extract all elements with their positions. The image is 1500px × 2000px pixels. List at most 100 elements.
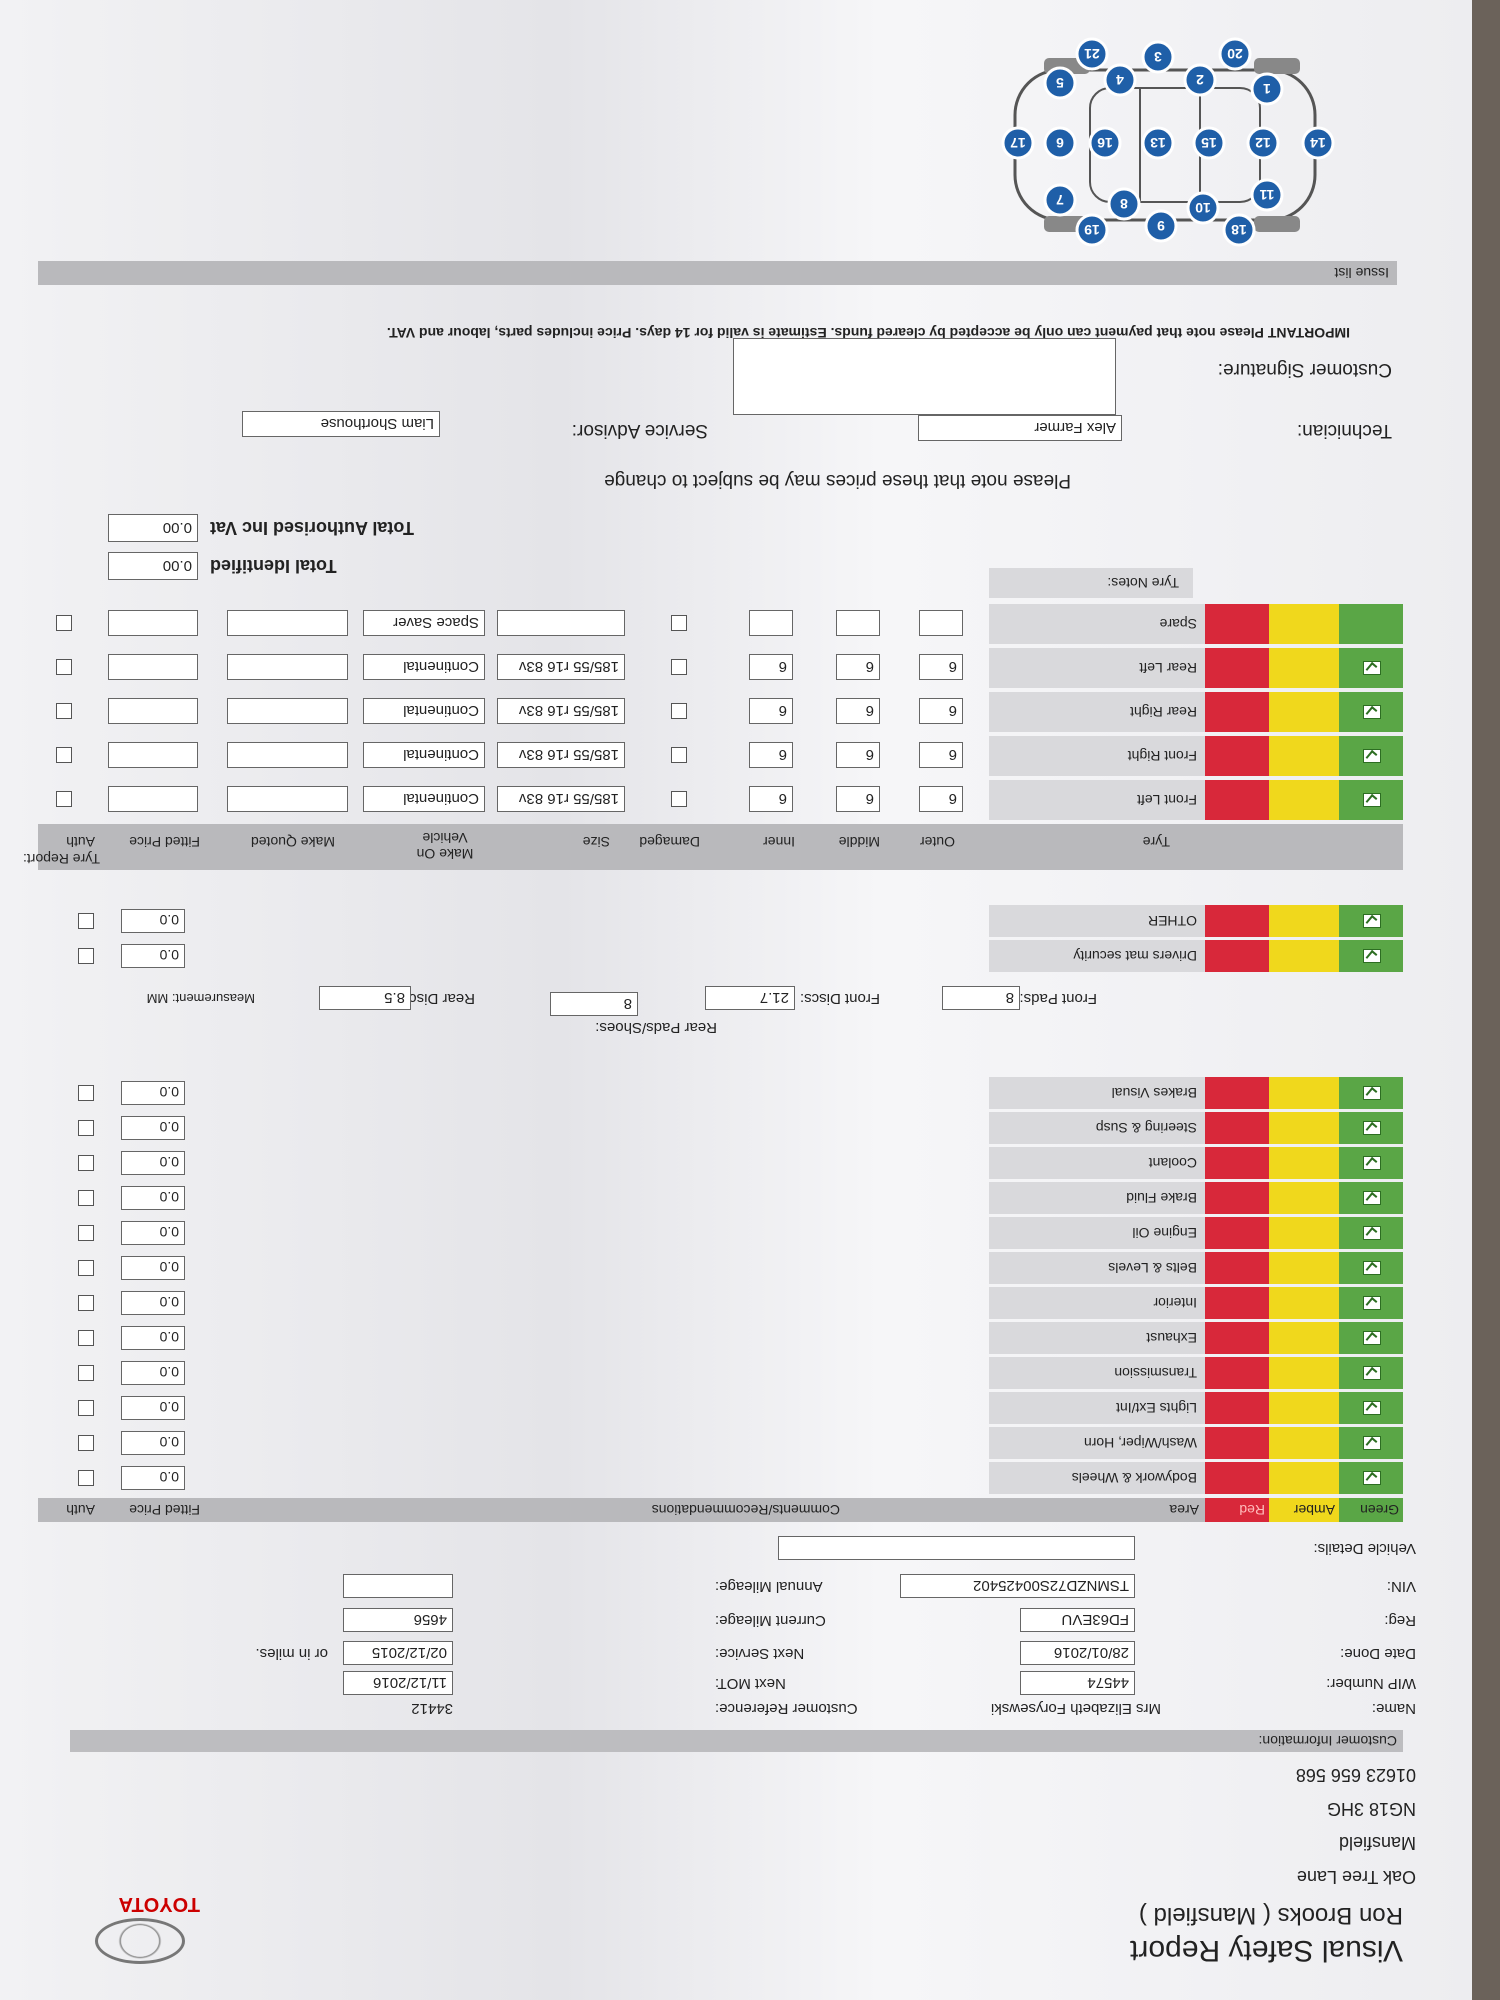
header-auth: Auth bbox=[66, 1502, 95, 1518]
field-label: Customer Reference: bbox=[715, 1700, 858, 1717]
amber-cell bbox=[1269, 1392, 1339, 1424]
issue-list-bar: Issue list bbox=[38, 261, 1397, 285]
green-tick bbox=[1363, 1331, 1381, 1345]
red-cell bbox=[1205, 604, 1269, 644]
header-amber: Amber bbox=[1269, 1498, 1339, 1522]
auth-checkbox bbox=[56, 703, 72, 719]
signature-label: Customer Signature: bbox=[1217, 359, 1392, 380]
amber-cell bbox=[1269, 1357, 1339, 1389]
wheel bbox=[1254, 216, 1300, 232]
tyre-header: Auth bbox=[66, 834, 95, 850]
quoted-box bbox=[227, 742, 348, 768]
point-label: 13 bbox=[1150, 135, 1166, 151]
area-cell: Brakes Visual bbox=[989, 1077, 1205, 1109]
address-line: 01623 656 568 bbox=[1295, 1765, 1416, 1785]
red-cell bbox=[1205, 648, 1269, 688]
make-box: Space Saver bbox=[363, 610, 485, 636]
brake-label: Rear Pads/Shoes: bbox=[595, 1019, 717, 1036]
quoted-box bbox=[227, 698, 348, 724]
green-tick bbox=[1363, 661, 1381, 675]
red-cell bbox=[1205, 1077, 1269, 1109]
total-label: Total Identified bbox=[210, 556, 337, 576]
tyre-cell: Rear Left bbox=[989, 648, 1205, 688]
tyre-notes: Tyre Notes: bbox=[989, 568, 1193, 598]
amber-cell bbox=[1269, 1462, 1339, 1494]
red-cell bbox=[1205, 1462, 1269, 1494]
price-box: 0.0 bbox=[121, 1326, 185, 1350]
brake-box: 8 bbox=[942, 986, 1020, 1010]
field-value: 34412 bbox=[411, 1700, 453, 1717]
point-label: 1 bbox=[1263, 81, 1271, 97]
quoted-box bbox=[227, 786, 348, 812]
staff-label: Technician: bbox=[1296, 420, 1392, 441]
section-bar: Customer Information: bbox=[70, 1730, 1403, 1752]
make-box: Continental bbox=[363, 698, 485, 724]
auth-checkbox bbox=[78, 1190, 94, 1206]
amber-cell bbox=[1269, 1217, 1339, 1249]
point-label: 19 bbox=[1084, 222, 1100, 238]
point-label: 7 bbox=[1056, 192, 1064, 208]
tyre-cell: Front Left bbox=[989, 780, 1205, 820]
point-marker bbox=[1075, 37, 1109, 71]
area-cell: OTHER bbox=[989, 905, 1205, 937]
point-label: 17 bbox=[1010, 135, 1026, 151]
point-marker bbox=[1043, 126, 1077, 160]
tread-box bbox=[836, 610, 880, 636]
area-cell: Exhaust bbox=[989, 1322, 1205, 1354]
tyre-header-bar bbox=[38, 824, 1403, 870]
point-marker bbox=[1088, 126, 1122, 160]
price-box: 0.0 bbox=[121, 909, 185, 933]
red-cell bbox=[1205, 1427, 1269, 1459]
field-label: Next Service: bbox=[715, 1645, 805, 1662]
brand-name: TOYOTA bbox=[118, 1893, 200, 1915]
address-line: Mansfield bbox=[1338, 1833, 1416, 1853]
brake-label: Front Discs: bbox=[799, 990, 880, 1007]
green-tick bbox=[1363, 705, 1381, 719]
amber-cell bbox=[1269, 940, 1339, 972]
area-cell: Engine Oil bbox=[989, 1217, 1205, 1249]
red-cell bbox=[1205, 940, 1269, 972]
address-line: Oak Tree Lane bbox=[1296, 1867, 1416, 1887]
area-cell: Coolant bbox=[989, 1147, 1205, 1179]
price-box: 0.0 bbox=[121, 1396, 185, 1420]
price-box bbox=[108, 742, 198, 768]
tread-box: 6 bbox=[749, 786, 793, 812]
amber-cell bbox=[1269, 736, 1339, 776]
red-cell bbox=[1205, 1322, 1269, 1354]
size-box: 185/55 r16 83v bbox=[497, 786, 625, 812]
header-price: Fitted Price bbox=[129, 1502, 200, 1518]
field-box: 28/01/2016 bbox=[1020, 1641, 1135, 1665]
tread-box: 6 bbox=[836, 654, 880, 680]
point-marker bbox=[1043, 66, 1077, 100]
point-marker bbox=[1250, 178, 1284, 212]
amber-cell bbox=[1269, 1252, 1339, 1284]
green-tick bbox=[1363, 1156, 1381, 1170]
price-box: 0.0 bbox=[121, 1291, 185, 1315]
field-label: VIN: bbox=[1386, 1578, 1416, 1595]
wheel bbox=[1254, 58, 1300, 74]
tread-box: 6 bbox=[749, 742, 793, 768]
total-box: 0.00 bbox=[108, 552, 198, 580]
header-red: Red bbox=[1205, 1498, 1269, 1522]
tyre-cell: Front Right bbox=[989, 736, 1205, 776]
point-marker bbox=[1301, 126, 1335, 160]
field-label: Current Mileage: bbox=[715, 1612, 826, 1629]
area-cell: Interior bbox=[989, 1287, 1205, 1319]
green-tick bbox=[1363, 914, 1381, 928]
auth-checkbox bbox=[56, 747, 72, 763]
point-label: 2 bbox=[1196, 72, 1204, 88]
tyre-cell: Rear Right bbox=[989, 692, 1205, 732]
tread-box: 6 bbox=[836, 698, 880, 724]
header-green: Green bbox=[1339, 1498, 1403, 1522]
amber-cell bbox=[1269, 604, 1339, 644]
amber-cell bbox=[1269, 780, 1339, 820]
tyre-header: Make Quoted bbox=[250, 834, 335, 850]
auth-checkbox bbox=[78, 1085, 94, 1101]
staff-box: Liam Shorthouse bbox=[242, 411, 440, 437]
point-label: 10 bbox=[1195, 200, 1211, 216]
area-cell: Steering & Susp bbox=[989, 1112, 1205, 1144]
green-tick bbox=[1363, 949, 1381, 963]
tyre-header: Size bbox=[582, 834, 610, 850]
green-tick bbox=[1363, 1296, 1381, 1310]
